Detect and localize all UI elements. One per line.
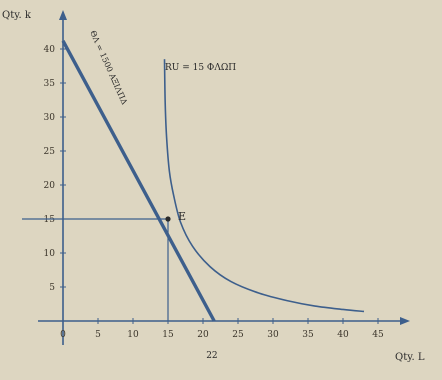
x-tick-label: 0	[60, 330, 66, 340]
y-tick-label: 30	[44, 113, 56, 123]
isoquant-curve	[163, 59, 365, 313]
budget-line-label: ΘΛ = 1500 ΑΞΙΛΠΔ	[88, 29, 129, 106]
x-tick-label: 40	[337, 330, 349, 340]
y-tick-group: 5 10 15 20 25 30 35 40	[44, 45, 66, 293]
x-axis-label: Qty. L	[395, 352, 425, 363]
y-tick-label: 35	[44, 79, 56, 89]
budget-line	[61, 40, 216, 322]
y-tick-label: 25	[44, 147, 56, 157]
y-tick-label: 15	[44, 215, 56, 225]
y-tick-label: 20	[44, 181, 56, 191]
x-tick-label: 20	[197, 330, 209, 340]
y-tick-label: 40	[44, 45, 56, 55]
y-tick-label: 5	[49, 283, 55, 293]
y-tick-label: 10	[44, 249, 56, 259]
x-tick-label: 45	[372, 330, 384, 340]
x-intercept-label: 22	[206, 351, 217, 361]
x-tick-group: 0 5 10 15 20 25 30 35 40 45	[60, 318, 384, 340]
optimum-point-label: E	[178, 210, 186, 223]
x-tick-label: 35	[302, 330, 314, 340]
y-axis-label: Qty. k	[2, 10, 32, 21]
x-axis-arrow	[400, 317, 410, 325]
isoquant-label: RU = 15 ΦΛΩΠ	[165, 63, 236, 73]
x-tick-label: 25	[232, 330, 244, 340]
x-tick-label: 10	[127, 330, 139, 340]
optimum-point	[165, 216, 171, 222]
x-tick-label: 30	[267, 330, 279, 340]
x-tick-label: 5	[95, 330, 101, 340]
y-axis-arrow	[59, 10, 67, 20]
x-tick-label: 15	[162, 330, 174, 340]
